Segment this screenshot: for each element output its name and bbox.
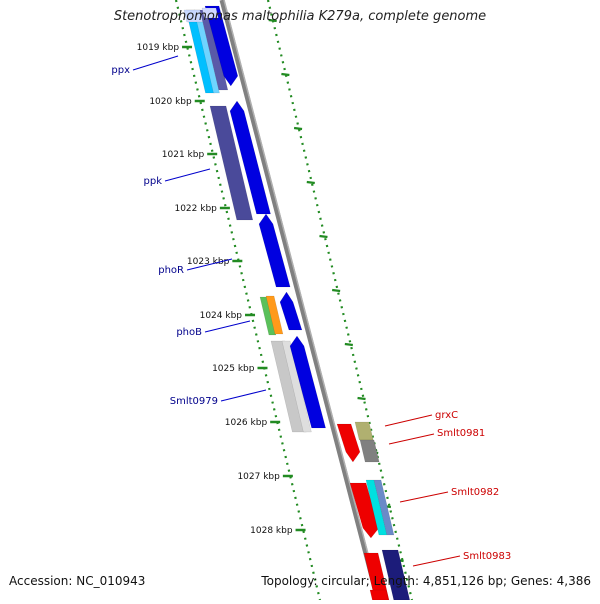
tick-label: 1024 kbp <box>200 311 243 321</box>
right-leader-line <box>399 491 449 503</box>
tick-label: 1019 kbp <box>137 43 180 53</box>
left-gene-label: phoR <box>158 265 184 276</box>
ppx-arrow-fade <box>201 7 219 19</box>
genome-stats: Topology: circular; Length: 4,851,126 bp… <box>261 574 591 588</box>
right-leader-line <box>388 433 435 445</box>
grxC-arrow <box>336 423 361 463</box>
topology-text: Topology: circular; <box>261 574 370 588</box>
guide-dash <box>268 18 277 23</box>
phoB-feature <box>259 296 277 336</box>
Smlt0982-feature-shade <box>373 479 395 536</box>
right-gene-label: Smlt0981 <box>437 428 485 439</box>
guide-dash <box>344 342 353 347</box>
Smlt0983-tail <box>369 589 389 601</box>
tick-label: 1020 kbp <box>149 97 192 107</box>
guide-dash <box>319 234 328 239</box>
genome-title: Stenotrophomonas maltophilia K279a, comp… <box>113 9 487 24</box>
kbp-ticks: 1019 kbp 1020 kbp 1021 kbp 1022 kbp 1023 kbp… <box>137 43 306 536</box>
phoB-arrow <box>279 291 303 331</box>
tick-label: 1023 kbp <box>187 257 230 267</box>
right-gene-label: grxC <box>435 410 458 421</box>
gene-features <box>183 5 411 601</box>
right-gene-label: Smlt0982 <box>451 487 499 498</box>
length-text: Length: 4,851,126 bp; <box>373 574 508 588</box>
tick-label: 1026 kbp <box>225 418 268 428</box>
left-dotted-guide <box>174 0 322 601</box>
backbone-highlight <box>223 0 381 601</box>
left-gene-label: ppk <box>144 176 163 187</box>
tick-label: 1027 kbp <box>237 472 280 482</box>
ppk-arrow <box>229 100 271 215</box>
left-gene-label: phoB <box>176 327 202 338</box>
tick-label: 1022 kbp <box>174 204 217 214</box>
gene-labels: ppx ppk phoR phoB Smlt0979 grxC Smlt0981 Smlt09… <box>111 55 511 567</box>
backbone <box>219 0 381 601</box>
tick-label: 1021 kbp <box>162 150 205 160</box>
ppk-feature <box>209 105 254 221</box>
left-leader-line <box>220 389 267 402</box>
Smlt0979-feature-shade <box>281 340 312 433</box>
Smlt0981-feature <box>359 439 380 463</box>
tick-label: 1028 kbp <box>250 526 293 536</box>
right-leader-line <box>384 414 433 427</box>
guide-dash <box>281 72 290 77</box>
left-gene-label: Smlt0979 <box>170 396 218 407</box>
right-gene-label: Smlt0983 <box>463 551 511 562</box>
right-dotted-guide <box>266 0 414 601</box>
guide-dash <box>306 180 315 185</box>
Smlt0982-arrow <box>349 482 380 539</box>
phoB-partner-feature <box>265 295 284 335</box>
right-leader-line <box>412 555 461 567</box>
grxC-feature <box>354 421 374 441</box>
Smlt0979-arrow <box>289 335 326 429</box>
tick-label: 1025 kbp <box>212 364 255 374</box>
guide-dash <box>293 126 303 131</box>
left-leader-line <box>132 55 179 71</box>
left-leader-line <box>186 258 233 271</box>
genes-count-text: Genes: 4,386 <box>510 574 591 588</box>
left-gene-label: ppx <box>111 65 130 76</box>
ppx-arrow <box>204 5 239 87</box>
accession-text: Accession: NC_010943 <box>9 574 146 588</box>
guide-dash <box>357 396 366 401</box>
phoR-arrow <box>258 213 291 288</box>
guide-dash <box>332 288 341 293</box>
left-leader-line <box>204 320 251 333</box>
left-leader-line <box>164 168 211 182</box>
backbone-line <box>219 0 381 601</box>
